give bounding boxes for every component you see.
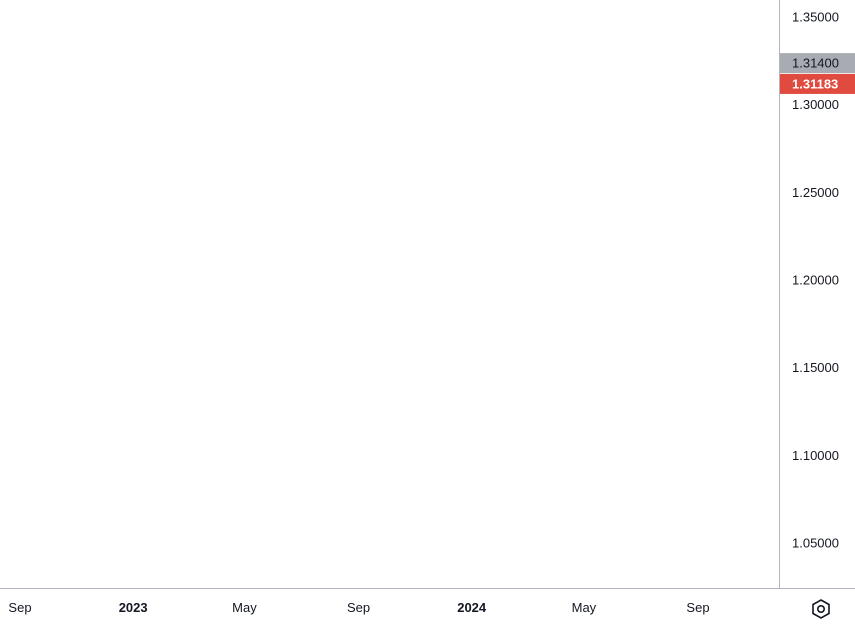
resistance-badge: 1.31400	[780, 53, 855, 74]
time-tick-label: Sep	[347, 600, 370, 615]
time-tick-label: Sep	[686, 600, 709, 615]
last-price-badge-text: 1.31183	[792, 76, 838, 91]
price-tick-label: 1.20000	[792, 273, 839, 288]
time-tick-label: May	[232, 600, 257, 615]
time-tick-label: May	[572, 600, 597, 615]
price-badges: 1.31400 1.31183	[780, 53, 855, 94]
last-price-badge-bg	[780, 73, 855, 94]
time-tick-label: Sep	[8, 600, 31, 615]
time-tick-label: 2024	[457, 600, 487, 615]
price-tick-label: 1.10000	[792, 448, 839, 463]
last-price-badge: 1.31183	[780, 73, 855, 94]
settings-icon	[812, 599, 830, 619]
price-tick-label: 1.35000	[792, 10, 839, 25]
price-tick-label: 1.15000	[792, 360, 839, 375]
resistance-badge-bg	[780, 53, 855, 74]
time-tick-label: 2023	[119, 600, 148, 615]
price-tick-label: 1.30000	[792, 97, 839, 112]
resistance-badge-text: 1.31400	[792, 56, 839, 71]
chart-settings-button[interactable]	[808, 596, 834, 622]
time-scale[interactable]: Sep 2023 May Sep 2024 May Sep	[8, 600, 709, 615]
price-tick-label: 1.25000	[792, 185, 839, 200]
price-scale[interactable]: 1.35000 1.30000 1.25000 1.20000 1.15000 1.100…	[792, 10, 839, 551]
price-tick-label: 1.05000	[792, 536, 839, 551]
